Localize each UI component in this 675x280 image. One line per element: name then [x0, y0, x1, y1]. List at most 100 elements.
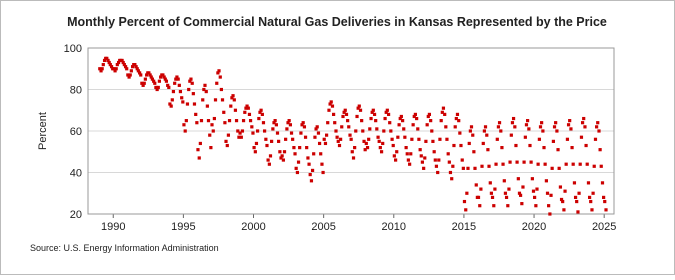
point — [307, 162, 311, 166]
point — [508, 160, 512, 164]
point — [501, 162, 505, 166]
point — [189, 77, 193, 81]
point — [525, 119, 530, 123]
point — [361, 129, 365, 133]
point — [543, 162, 547, 166]
point — [497, 121, 502, 125]
point — [231, 94, 235, 98]
point — [468, 129, 472, 133]
point — [332, 112, 336, 116]
point — [485, 133, 489, 137]
point — [382, 129, 386, 133]
point — [126, 73, 130, 77]
point — [163, 77, 167, 81]
point — [343, 108, 347, 112]
x-tick-label: 2010 — [382, 221, 406, 233]
point — [181, 100, 185, 104]
point — [101, 63, 105, 67]
point — [224, 139, 228, 143]
point — [529, 160, 533, 164]
point — [334, 129, 338, 133]
point — [552, 125, 557, 129]
point — [521, 185, 525, 189]
point — [383, 116, 387, 121]
point — [564, 162, 568, 166]
point — [296, 160, 301, 164]
point — [471, 133, 475, 137]
point — [405, 152, 409, 156]
point — [305, 146, 309, 150]
y-tick-label: 100 — [64, 43, 82, 55]
point — [466, 166, 470, 170]
point — [528, 143, 532, 148]
point — [500, 146, 504, 150]
point — [175, 75, 179, 79]
point — [534, 204, 538, 208]
point — [375, 127, 379, 131]
point — [128, 73, 132, 77]
point — [237, 135, 241, 139]
point — [195, 121, 199, 125]
point — [291, 137, 295, 141]
point — [337, 143, 342, 148]
point — [565, 137, 570, 141]
point — [577, 191, 581, 195]
point — [194, 112, 198, 116]
point — [597, 129, 601, 133]
point — [429, 119, 433, 123]
point — [524, 123, 529, 127]
point — [563, 189, 567, 193]
point — [255, 129, 260, 133]
point — [329, 100, 333, 104]
point — [593, 137, 598, 141]
point — [298, 146, 302, 150]
x-tick-label: 1995 — [171, 221, 195, 233]
point — [324, 133, 329, 137]
point — [127, 75, 131, 79]
point — [277, 139, 281, 143]
point — [227, 119, 232, 123]
point — [381, 141, 385, 146]
point — [589, 199, 593, 204]
point — [417, 137, 421, 141]
point — [270, 139, 274, 143]
point — [559, 197, 564, 202]
point — [584, 143, 588, 148]
point — [461, 166, 465, 170]
point — [241, 119, 246, 123]
point — [454, 116, 458, 121]
point — [157, 79, 161, 83]
point — [308, 172, 312, 177]
point — [204, 89, 208, 94]
point — [159, 75, 163, 79]
point — [493, 187, 497, 191]
point — [489, 191, 494, 195]
point — [368, 127, 372, 131]
point — [293, 152, 297, 156]
point — [603, 199, 607, 204]
point — [579, 135, 584, 139]
y-axis-label: Percent — [37, 112, 49, 150]
y-tick-label: 80 — [70, 85, 82, 97]
point — [444, 125, 448, 129]
point — [441, 106, 446, 110]
point — [590, 208, 594, 212]
point — [166, 83, 170, 87]
point — [507, 187, 511, 191]
point — [143, 77, 147, 81]
point — [406, 158, 410, 162]
point — [333, 121, 337, 125]
point — [167, 85, 171, 90]
x-tick-label: 2000 — [241, 221, 265, 233]
point — [358, 108, 363, 112]
point — [285, 127, 289, 131]
point — [440, 110, 444, 114]
point — [394, 158, 398, 162]
point — [113, 69, 117, 73]
point — [234, 119, 239, 123]
point — [134, 65, 138, 69]
point — [351, 156, 356, 160]
point — [246, 106, 250, 110]
point — [586, 181, 591, 185]
point — [480, 164, 484, 168]
